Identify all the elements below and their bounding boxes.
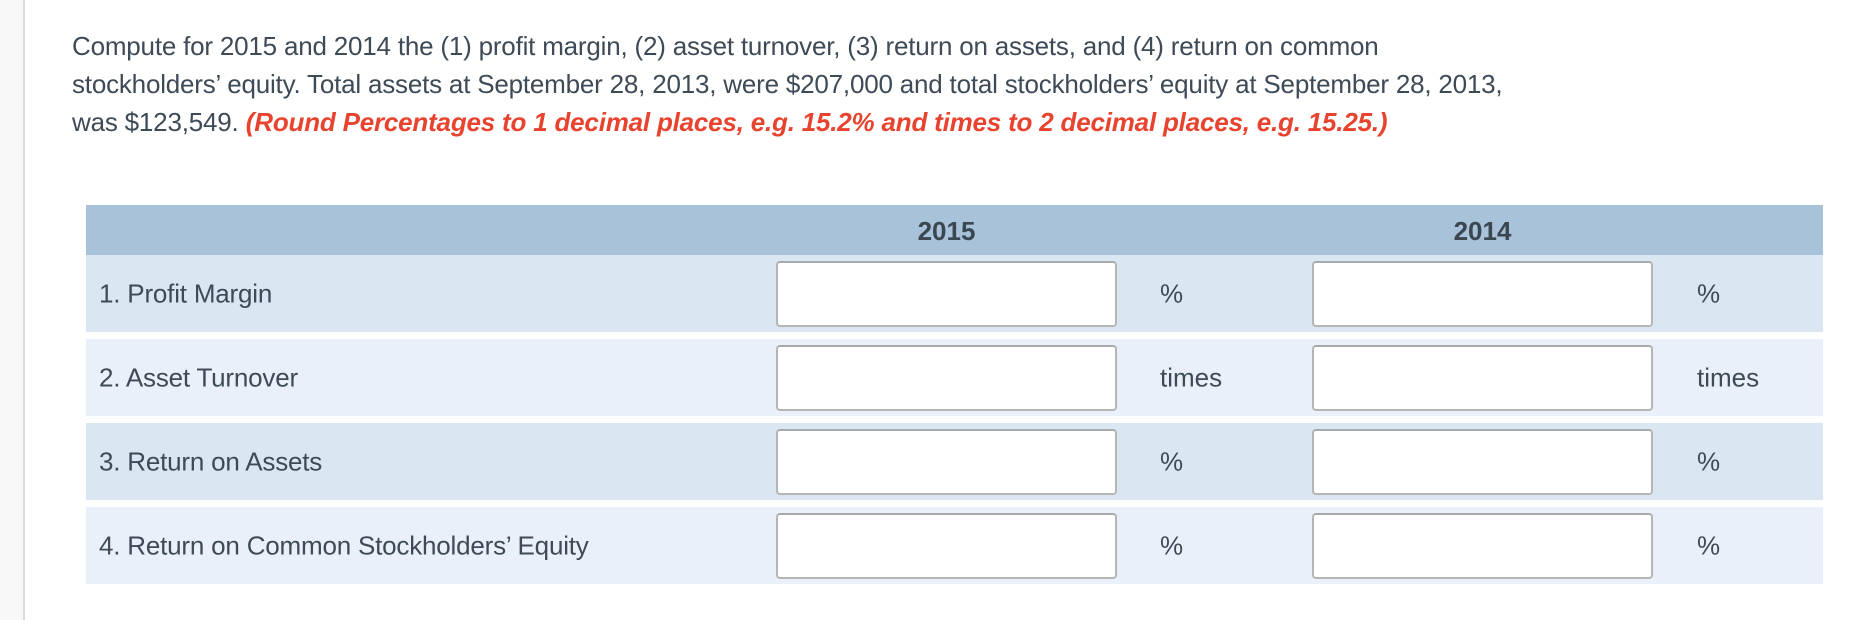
- unit-label-2015: %: [1160, 530, 1184, 560]
- rounding-note: (Round Percentages to 1 decimal places, …: [245, 107, 1388, 137]
- table-row-return-on-common-equity: 4. Return on Common Stockholders’ Equity…: [86, 507, 1823, 584]
- question-line-1: Compute for 2015 and 2014 the (1) profit…: [72, 31, 1379, 61]
- unit-label-2014: %: [1697, 278, 1721, 308]
- unit-label-2015: %: [1160, 278, 1184, 308]
- question-panel: Compute for 2015 and 2014 the (1) profit…: [72, 27, 1823, 591]
- table-header-row: 2015 2014: [86, 205, 1823, 255]
- question-line-2: stockholders’ equity. Total assets at Se…: [72, 69, 1503, 99]
- unit-label-2014: %: [1697, 530, 1721, 560]
- page-left-gutter: [0, 0, 25, 620]
- question-text: Compute for 2015 and 2014 the (1) profit…: [72, 27, 1812, 141]
- question-line-3: was $123,549.: [72, 107, 239, 137]
- profit-margin-2014-input[interactable]: [1312, 260, 1653, 327]
- row-label: 4. Return on Common Stockholders’ Equity: [99, 530, 589, 560]
- table-row-asset-turnover: 2. Asset Turnover times times: [86, 339, 1823, 416]
- unit-label-2015: times: [1160, 362, 1223, 392]
- return-on-assets-2015-input[interactable]: [776, 428, 1117, 495]
- unit-label-2015: %: [1160, 446, 1184, 476]
- row-label: 1. Profit Margin: [99, 278, 273, 308]
- return-on-common-equity-2014-input[interactable]: [1312, 512, 1653, 579]
- column-header-2015: 2015: [917, 216, 976, 246]
- return-on-assets-2014-input[interactable]: [1312, 428, 1653, 495]
- table-row-profit-margin: 1. Profit Margin % %: [86, 255, 1823, 332]
- asset-turnover-2015-input[interactable]: [776, 344, 1117, 411]
- profit-margin-2015-input[interactable]: [776, 260, 1117, 327]
- unit-label-2014: times: [1697, 362, 1760, 392]
- row-label: 2. Asset Turnover: [99, 362, 298, 392]
- column-header-2014: 2014: [1453, 216, 1512, 246]
- return-on-common-equity-2015-input[interactable]: [776, 512, 1117, 579]
- row-label: 3. Return on Assets: [99, 446, 323, 476]
- asset-turnover-2014-input[interactable]: [1312, 344, 1653, 411]
- ratios-table: 2015 2014 1. Profit Margin % % 2. Asset …: [86, 205, 1823, 584]
- table-row-return-on-assets: 3. Return on Assets % %: [86, 423, 1823, 500]
- unit-label-2014: %: [1697, 446, 1721, 476]
